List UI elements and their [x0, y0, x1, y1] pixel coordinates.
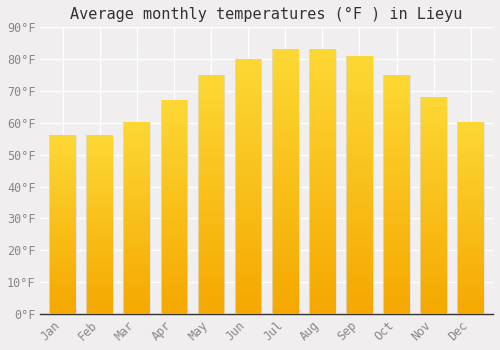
Title: Average monthly temperatures (°F ) in Lieyu: Average monthly temperatures (°F ) in Li…: [70, 7, 463, 22]
